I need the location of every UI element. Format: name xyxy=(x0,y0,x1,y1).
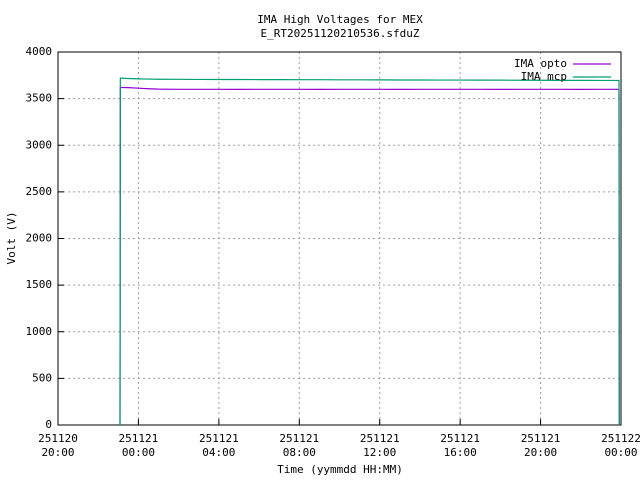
series-line xyxy=(119,86,620,426)
x-tick-label: 251121 12:00 xyxy=(360,432,400,459)
y-tick-label: 3500 xyxy=(26,92,53,105)
y-tick-label: 2500 xyxy=(26,185,53,198)
legend-label: IMA mcp xyxy=(521,70,567,83)
x-tick-label: 251121 08:00 xyxy=(279,432,319,459)
x-tick-label-line: 04:00 xyxy=(202,446,235,459)
x-tick-label-line: 00:00 xyxy=(122,446,155,459)
y-tick-label: 2000 xyxy=(26,232,53,245)
x-tick-label: 251121 04:00 xyxy=(199,432,239,459)
y-tick-label: 0 xyxy=(45,418,52,431)
x-tick-label-line: 251121 xyxy=(521,432,561,445)
series-line xyxy=(119,77,620,426)
x-tick-label-line: 251121 xyxy=(119,432,159,445)
y-tick-label: 1500 xyxy=(26,278,53,291)
plot-frame xyxy=(57,51,622,426)
x-tick-label-line: 16:00 xyxy=(444,446,477,459)
y-tick-label: 500 xyxy=(32,371,52,384)
y-tick-label: 3000 xyxy=(26,138,53,151)
legend-label: IMA opto xyxy=(514,57,567,70)
x-tick-label-line: 20:00 xyxy=(41,446,74,459)
x-tick-label-line: 251122 xyxy=(601,432,640,445)
x-tick-label: 251122 00:00 xyxy=(601,432,640,459)
y-axis-label: Volt (V) xyxy=(5,212,18,265)
x-tick-label: 251121 20:00 xyxy=(521,432,561,459)
x-tick-label-line: 00:00 xyxy=(604,446,637,459)
x-tick-label-line: 251121 xyxy=(360,432,400,445)
x-tick-label-line: 251120 xyxy=(38,432,78,445)
x-tick-label-line: 08:00 xyxy=(283,446,316,459)
chart-title: IMA High Voltages for MEX xyxy=(257,13,423,26)
x-tick-label: 251120 20:00 xyxy=(38,432,78,459)
y-tick-label: 1000 xyxy=(26,325,53,338)
x-tick-label: 251121 16:00 xyxy=(440,432,480,459)
x-tick-label-line: 251121 xyxy=(440,432,480,445)
chart-subtitle: E_RT20251120210536.sfduZ xyxy=(261,27,420,40)
x-tick-label-line: 251121 xyxy=(199,432,239,445)
y-tick-label: 4000 xyxy=(26,45,53,58)
x-tick-label-line: 251121 xyxy=(279,432,319,445)
x-axis-label: Time (yymmdd HH:MM) xyxy=(277,463,403,476)
x-tick-label-line: 12:00 xyxy=(363,446,396,459)
x-tick-label-line: 20:00 xyxy=(524,446,557,459)
x-tick-label: 251121 00:00 xyxy=(119,432,159,459)
